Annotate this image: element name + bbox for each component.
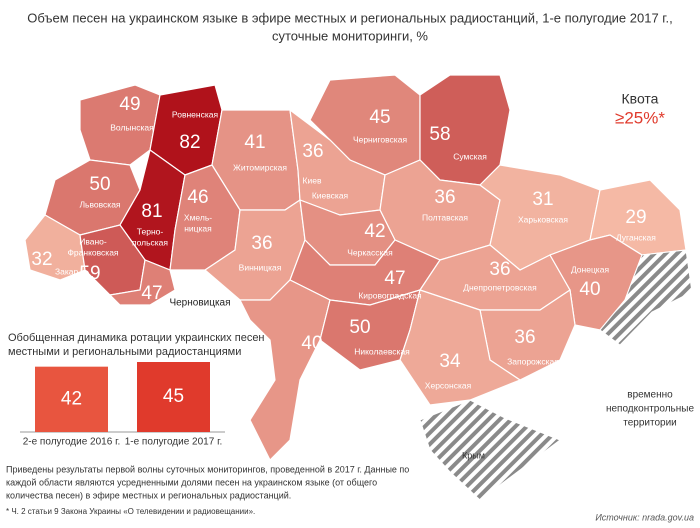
region-name: Ровненская — [172, 109, 219, 119]
region-name: Львовская — [79, 199, 120, 209]
note: количества песен) в эфире местных и реги… — [6, 490, 291, 500]
region-name: Черниговская — [353, 134, 408, 144]
region-name: Луганская — [616, 232, 656, 242]
region-value: 49 — [119, 94, 140, 115]
region-name: Терно- — [137, 226, 164, 236]
region-name: патская — [53, 277, 84, 287]
category-label: 1-е полугодие 2017 г. — [125, 437, 223, 448]
region-value: 36 — [514, 327, 535, 348]
inset-title: местными и региональными радиостанциями — [8, 346, 241, 358]
region-value: 40 — [301, 333, 322, 354]
inset-title: Обобщенная динамика ротации украинских п… — [8, 332, 265, 344]
region-name: Хмель- — [184, 212, 212, 222]
region-name: Сумская — [453, 151, 487, 161]
quota-title: Квота — [622, 91, 659, 107]
quota-value: ≥25%* — [615, 108, 665, 127]
region-name: Одесская — [299, 414, 337, 424]
region-name: Волынская — [110, 122, 154, 132]
footnote: * Ч. 2 статьи 9 Закона Украины «О телеви… — [6, 507, 255, 516]
region-value: 29 — [625, 207, 646, 228]
title-line: Объем песен на украинском языке в эфире … — [27, 10, 672, 25]
region-name: Полтавская — [422, 212, 468, 222]
region-value: 82 — [179, 132, 200, 153]
region-value: 50 — [349, 317, 370, 338]
region-value: 58 — [429, 124, 450, 145]
region-value: 34 — [439, 351, 461, 372]
region-value: 36 — [251, 233, 272, 254]
legend-text: территории — [623, 418, 677, 429]
title-line: суточные мониторинги, % — [272, 28, 428, 43]
region-name: Ивано- — [79, 236, 107, 246]
region-name: Житомирская — [233, 162, 287, 172]
region-value: 47 — [384, 268, 405, 289]
region-name: Кировоградская — [358, 290, 422, 300]
region-value: 81 — [141, 201, 162, 222]
region-name: Донецкая — [571, 264, 610, 274]
region-name: Закар- — [55, 266, 81, 276]
legend-text: временно — [627, 390, 673, 401]
region-name: Днепропетровская — [463, 282, 537, 292]
region-value: 47 — [141, 283, 162, 304]
region-value: 42 — [364, 221, 385, 242]
region-name: польская — [132, 237, 168, 247]
region-value: 31 — [532, 189, 553, 210]
region-name: Черкасская — [347, 247, 393, 257]
region-name: Черновицкая — [169, 298, 230, 309]
region-value: 41 — [244, 132, 265, 153]
bar-value: 45 — [163, 386, 184, 407]
region-name: ницкая — [184, 223, 212, 233]
region-value: 46 — [187, 187, 208, 208]
city-label: Киев — [303, 175, 322, 185]
region-name: Харьковская — [518, 214, 568, 224]
region-name: Запорожская — [507, 356, 559, 366]
region-name: Херсонская — [425, 380, 472, 390]
region-name: Франковская — [67, 247, 118, 257]
occupied-east — [599, 249, 693, 346]
region-value: 40 — [579, 279, 600, 300]
category-label: 2-е полугодие 2016 г. — [23, 437, 121, 448]
region-value: 36 — [302, 141, 323, 162]
bar — [137, 362, 210, 432]
inset-chart: 42 2-е полугодие 2016 г. 45 1-е полугодие 2… — [20, 362, 225, 448]
bar-value: 42 — [61, 388, 82, 409]
crimea — [419, 399, 562, 501]
region-value: 45 — [369, 107, 390, 128]
note: Приведены результаты первой волны суточн… — [6, 464, 409, 474]
region-value: 36 — [489, 259, 510, 280]
region-name: Киевская — [312, 190, 349, 200]
region-value: 36 — [434, 187, 455, 208]
region-value: 59 — [79, 263, 100, 284]
region-name: Винницкая — [239, 262, 282, 272]
crimea-label: Крым — [462, 450, 485, 460]
region — [239, 279, 331, 462]
bar — [35, 366, 108, 432]
region-value: 32 — [31, 249, 52, 270]
region-value: 50 — [89, 174, 110, 195]
region-name: Николаевская — [354, 346, 410, 356]
legend-text: неподконтрольные — [606, 404, 694, 415]
source: Источник: nrada.gov.ua — [595, 512, 694, 522]
region — [79, 84, 161, 166]
region — [399, 289, 522, 406]
map: 49 Волынская 82 Ровненская 41 Житомирская 45 Че… — [24, 74, 687, 462]
region — [108, 259, 176, 306]
note: каждой области являются усредненными дол… — [6, 477, 377, 487]
